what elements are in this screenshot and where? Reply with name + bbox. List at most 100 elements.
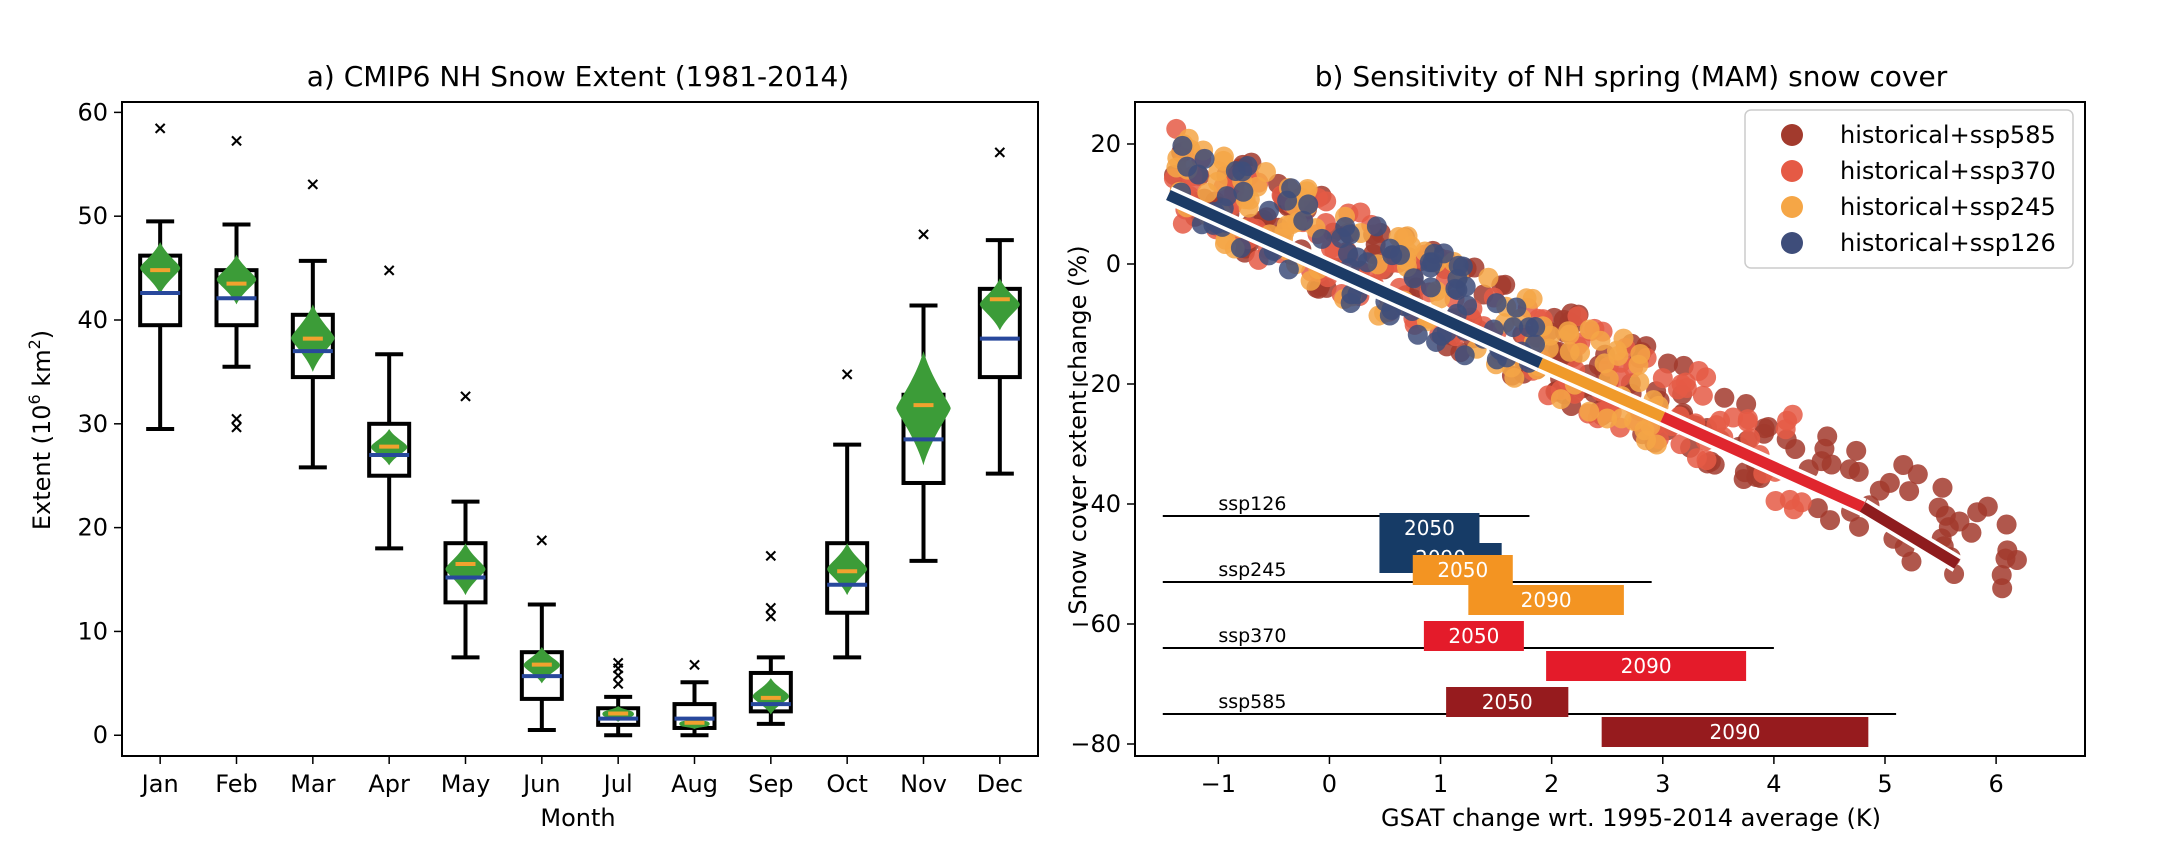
y-tick-label: 60 [77,98,108,126]
violin [827,543,868,596]
scatter-point [1692,385,1713,406]
x-tick-label: Nov [900,770,947,798]
scatter-point [1389,244,1410,265]
violin [896,351,951,466]
flier-marker: × [382,260,397,281]
flier-marker: × [687,655,702,676]
scatter-point [1652,368,1673,389]
y-tick-label: −60 [1070,610,1121,638]
scatter-point [1233,181,1254,202]
scatter-point [1608,345,1629,366]
scatter-point [1734,462,1755,483]
flier-marker: × [153,118,168,139]
scatter-point [1311,228,1332,249]
scatter-point [1629,372,1650,393]
flier-marker: × [763,546,778,567]
x-tick-label: Aug [671,770,718,798]
scatter-point [1869,480,1890,501]
x-tick-label: Feb [215,770,258,798]
scatter-point [1967,502,1988,523]
scatter-point [1457,295,1478,316]
y-tick-label: 10 [77,617,108,645]
scatter-point [1736,394,1757,415]
legend-marker-ssp370 [1781,160,1803,182]
y-tick-label: 0 [93,721,108,749]
scatter-point [1849,516,1870,537]
y-tick-label: −80 [1070,730,1121,758]
panel-a-y-ticks: 0 10 20 30 40 50 60 [77,98,122,749]
range-bar [1412,555,1513,585]
scatter-point [1670,434,1691,455]
range-bar [1379,513,1480,543]
x-tick-label: Oct [826,770,868,798]
scatter-point [1820,510,1841,531]
scatter-point [1298,194,1319,215]
scatter-point [1567,306,1588,327]
panel-b-plot-area: ssp126 2050 2090 ssp245 2050 2090 ssp370 2050 20… [1162,118,2027,747]
y-tick-label: 20 [77,514,108,542]
scatter-point [1668,379,1689,400]
range-bar-label: 2090 [1710,720,1761,744]
range-bar-label: 2050 [1482,690,1533,714]
range-bar-label: 2050 [1437,558,1488,582]
scatter-point [1454,345,1475,366]
scatter-point [1278,259,1299,280]
panel-a-x-axis-label: Month [540,804,615,832]
panel-b-x-ticks: −1 0 1 2 3 4 5 6 [1201,756,2004,798]
flier-marker: × [229,130,244,151]
x-tick-label: 4 [1766,770,1781,798]
y-tick-label: −20 [1070,370,1121,398]
flier-marker: × [763,598,778,619]
scatter-point [1407,324,1428,345]
scatter-point [1559,324,1580,345]
scatter-point [1255,162,1276,183]
legend-marker-ssp585 [1781,124,1803,146]
x-tick-label: −1 [1201,770,1236,798]
scatter-point [1208,161,1229,182]
scatter-point [1817,426,1838,447]
violin [216,254,257,305]
scatter-point [1550,389,1571,410]
range-bar [1468,585,1624,615]
scatter-point [1646,434,1667,455]
range-bar-label: 2050 [1404,516,1455,540]
scatter-point [1448,255,1469,276]
scatter-point [1426,331,1447,352]
scatter-point [1597,408,1618,429]
scatter-point [1259,200,1280,221]
fit-line-segment [1166,189,1543,369]
scatter-point [1785,438,1806,459]
scatter-point [1579,401,1600,422]
scatter-point [1506,297,1527,318]
flier-marker: × [992,142,1007,163]
legend-label-ssp245: historical+ssp245 [1840,193,2056,221]
range-scenario-label: ssp585 [1218,691,1286,713]
range-bar-label: 2050 [1448,624,1499,648]
scatter-point [1331,228,1352,249]
panel-a-title: a) CMIP6 NH Snow Extent (1981-2014) [307,60,849,93]
flier-marker: × [840,364,855,385]
x-tick-label: Sep [748,770,793,798]
flier-marker: × [611,673,626,694]
flier-marker: × [458,386,473,407]
scatter-point [1782,404,1803,425]
x-tick-label: 1 [1433,770,1448,798]
violin [979,278,1020,331]
scatter-point [1366,216,1387,237]
scatter-point [1504,367,1525,388]
fit-line-segment [1538,357,1666,423]
scatter-point [1899,481,1920,502]
range-scenario-label: ssp370 [1218,625,1286,647]
flier-marker: × [534,530,549,551]
scatter-point [1932,477,1953,498]
scatter-point [1997,540,2018,561]
x-tick-label: Mar [290,770,335,798]
scatter-point [1991,565,2012,586]
scatter-point [1486,293,1507,314]
scatter-point [1197,182,1218,203]
scatter-point [1935,505,1956,526]
legend-label-ssp585: historical+ssp585 [1840,121,2056,149]
range-bar-label: 2090 [1621,654,1672,678]
legend-label-ssp370: historical+ssp370 [1840,157,2056,185]
